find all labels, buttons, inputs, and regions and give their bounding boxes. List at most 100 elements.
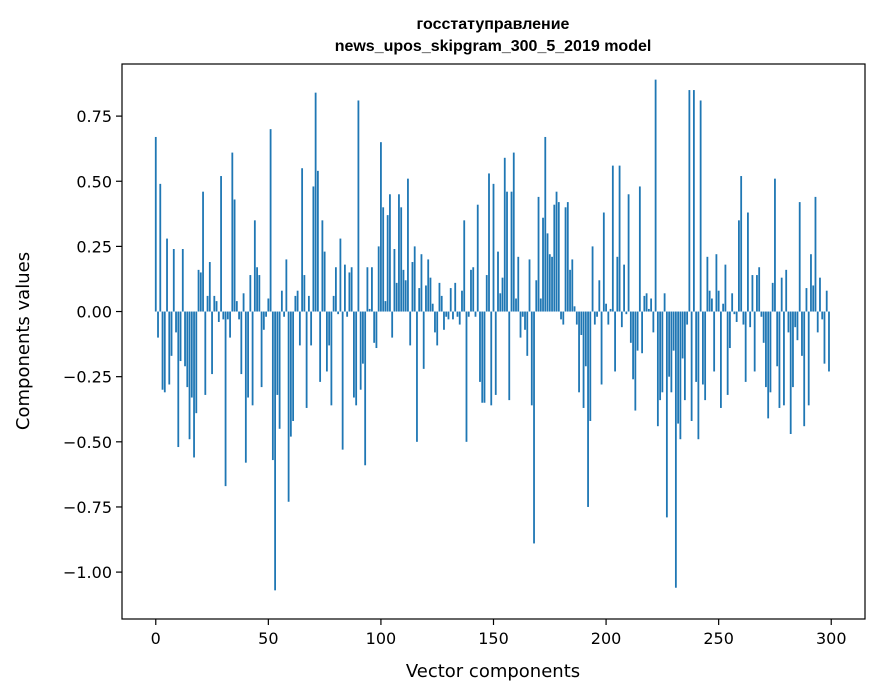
bar-71 <box>314 92 317 312</box>
bar-283 <box>792 311 794 388</box>
bar-39 <box>242 293 245 312</box>
bar-157 <box>508 311 511 401</box>
bar-159 <box>512 152 515 312</box>
bar-144 <box>479 311 481 382</box>
bars-group <box>154 79 830 591</box>
bar-89 <box>355 311 358 406</box>
bar-228 <box>668 311 671 377</box>
bar-50 <box>267 298 270 312</box>
bar-297 <box>823 311 826 364</box>
bar-130 <box>447 311 450 320</box>
bar-66 <box>303 275 306 312</box>
bar-94 <box>366 267 369 312</box>
bar-74 <box>321 220 324 312</box>
bar-249 <box>715 254 718 312</box>
bar-156 <box>506 191 508 312</box>
bar-212 <box>632 311 634 380</box>
bar-229 <box>670 311 673 393</box>
bar-118 <box>420 254 423 312</box>
bar-26 <box>213 295 216 312</box>
bar-134 <box>456 311 459 317</box>
bar-188 <box>578 311 580 393</box>
bar-222 <box>654 79 657 312</box>
bar-167 <box>530 311 533 406</box>
bar-65 <box>301 168 304 312</box>
bar-230 <box>672 311 675 351</box>
bar-3 <box>161 311 164 390</box>
bar-215 <box>638 186 641 312</box>
y-tick-label: −0.25 <box>63 368 112 387</box>
bar-23 <box>206 295 209 312</box>
bar-186 <box>573 306 576 312</box>
bar-269 <box>760 311 763 317</box>
bar-34 <box>231 152 234 312</box>
bar-248 <box>713 311 716 372</box>
bar-291 <box>810 254 812 312</box>
bar-207 <box>620 311 623 328</box>
bar-110 <box>402 269 405 312</box>
bar-142 <box>474 311 477 317</box>
bar-120 <box>425 285 427 312</box>
bar-278 <box>780 277 783 312</box>
bar-209 <box>625 311 628 315</box>
bar-163 <box>521 311 524 317</box>
bar-292 <box>812 285 815 312</box>
bar-165 <box>526 311 529 356</box>
bar-240 <box>695 311 698 382</box>
bar-126 <box>438 282 441 312</box>
bar-227 <box>665 311 668 518</box>
bar-19 <box>197 269 200 312</box>
bar-225 <box>661 311 664 393</box>
bar-259 <box>738 220 740 312</box>
bar-70 <box>312 186 315 312</box>
bar-16 <box>190 311 193 398</box>
bar-191 <box>584 311 587 367</box>
bar-1 <box>157 311 159 338</box>
bar-193 <box>589 311 592 421</box>
bar-73 <box>319 311 322 382</box>
bar-265 <box>751 275 754 312</box>
bar-166 <box>528 259 531 312</box>
bar-127 <box>440 295 443 312</box>
bar-59 <box>287 311 290 502</box>
bar-211 <box>629 311 632 343</box>
bar-246 <box>708 290 711 312</box>
bar-103 <box>386 215 389 312</box>
bar-11 <box>179 311 182 362</box>
bar-28 <box>217 311 220 322</box>
bar-111 <box>404 280 407 312</box>
y-axis-ticks: −1.00 −0.75 −0.50 −0.25 0.00 0.25 0.50 0.75 <box>63 107 122 582</box>
bar-13 <box>184 311 186 367</box>
bar-99 <box>377 246 380 312</box>
bar-174 <box>546 233 549 312</box>
bar-60 <box>289 311 292 437</box>
bar-208 <box>623 264 625 312</box>
bar-241 <box>697 311 700 440</box>
bar-67 <box>305 311 308 408</box>
bar-218 <box>645 293 648 312</box>
bar-243 <box>701 311 704 385</box>
bar-255 <box>729 311 731 349</box>
bar-48 <box>262 311 265 330</box>
bar-93 <box>364 311 367 466</box>
bar-293 <box>814 196 817 312</box>
bar-164 <box>524 311 526 330</box>
bar-181 <box>562 311 565 325</box>
bar-219 <box>647 308 650 312</box>
bar-104 <box>389 194 391 312</box>
bar-138 <box>465 311 468 442</box>
bar-72 <box>316 170 319 312</box>
bar-40 <box>244 311 247 463</box>
bar-258 <box>735 311 738 322</box>
bar-289 <box>805 288 808 312</box>
x-axis-ticks: 0 50 100 150 200 250 300 <box>151 619 847 648</box>
bar-41 <box>247 311 249 398</box>
bar-202 <box>609 308 612 312</box>
bar-114 <box>411 262 414 312</box>
bar-153 <box>499 293 502 312</box>
bar-140 <box>470 269 472 312</box>
bar-158 <box>510 191 513 312</box>
x-tick-label: 250 <box>703 629 734 648</box>
bar-216 <box>641 311 643 354</box>
bar-79 <box>332 295 335 312</box>
